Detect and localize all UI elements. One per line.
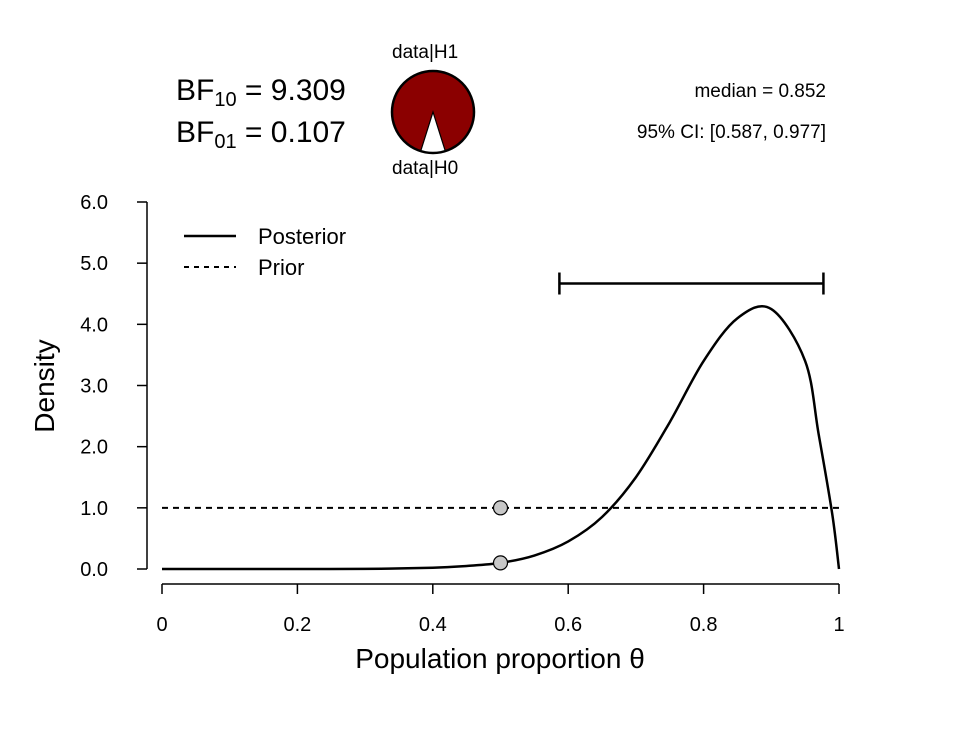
pie-label-h0: data|H0 bbox=[392, 158, 459, 179]
y-tick-label: 1.0 bbox=[80, 498, 108, 520]
x-tick-label: 1 bbox=[833, 614, 844, 636]
legend-label-prior: Prior bbox=[258, 255, 304, 280]
bf10-value: 9.309 bbox=[270, 74, 346, 107]
pie-label-h1: data|H1 bbox=[392, 42, 459, 63]
y-tick-label: 5.0 bbox=[80, 253, 108, 275]
y-tick-label: 2.0 bbox=[80, 437, 108, 459]
bf10-text: BF10 = 9.309 bbox=[176, 74, 346, 112]
y-tick-label: 0.0 bbox=[80, 559, 108, 581]
bf01-equals: = bbox=[236, 116, 271, 149]
legend: Posterior Prior bbox=[184, 224, 346, 280]
bf01-label: BF bbox=[176, 116, 215, 149]
x-tick-label: 0.8 bbox=[690, 614, 718, 636]
y-tick-label: 6.0 bbox=[80, 192, 108, 214]
legend-label-posterior: Posterior bbox=[258, 224, 346, 249]
y-tick-label: 3.0 bbox=[80, 376, 108, 398]
bf01-value: 0.107 bbox=[270, 116, 346, 149]
credible-interval-bar bbox=[558, 272, 825, 295]
bf10-label: BF bbox=[176, 74, 215, 107]
bf10-equals: = bbox=[236, 74, 271, 107]
y-axis-title: Density bbox=[29, 339, 60, 432]
data-point bbox=[492, 555, 509, 571]
x-tick-label: 0.4 bbox=[419, 614, 447, 636]
pie-outline bbox=[390, 69, 476, 155]
credible-interval-text: 95% CI: [0.587, 0.977] bbox=[636, 122, 826, 143]
points-group bbox=[492, 500, 509, 571]
bf01-text: BF01 = 0.107 bbox=[176, 116, 346, 154]
series-group bbox=[162, 304, 841, 571]
median-text: median = 0.852 bbox=[694, 81, 826, 102]
x-axis-title: Population proportion θ bbox=[355, 643, 645, 674]
x-tick-label: 0.2 bbox=[283, 614, 311, 636]
bf01-subscript: 01 bbox=[214, 131, 237, 153]
series-posterior-line bbox=[162, 304, 841, 571]
bf10-subscript: 10 bbox=[214, 89, 237, 111]
x-tick-label: 0.6 bbox=[554, 614, 582, 636]
x-tick-label: 0 bbox=[156, 614, 167, 636]
data-point bbox=[492, 500, 509, 516]
axes: 0 0.2 0.4 0.6 0.8 1 0.0 1.0 2.0 3.0 4.0 5.0 6.0 bbox=[80, 192, 844, 636]
axis-titles: Population proportion θ Density bbox=[29, 339, 645, 674]
y-tick-label: 4.0 bbox=[80, 314, 108, 336]
